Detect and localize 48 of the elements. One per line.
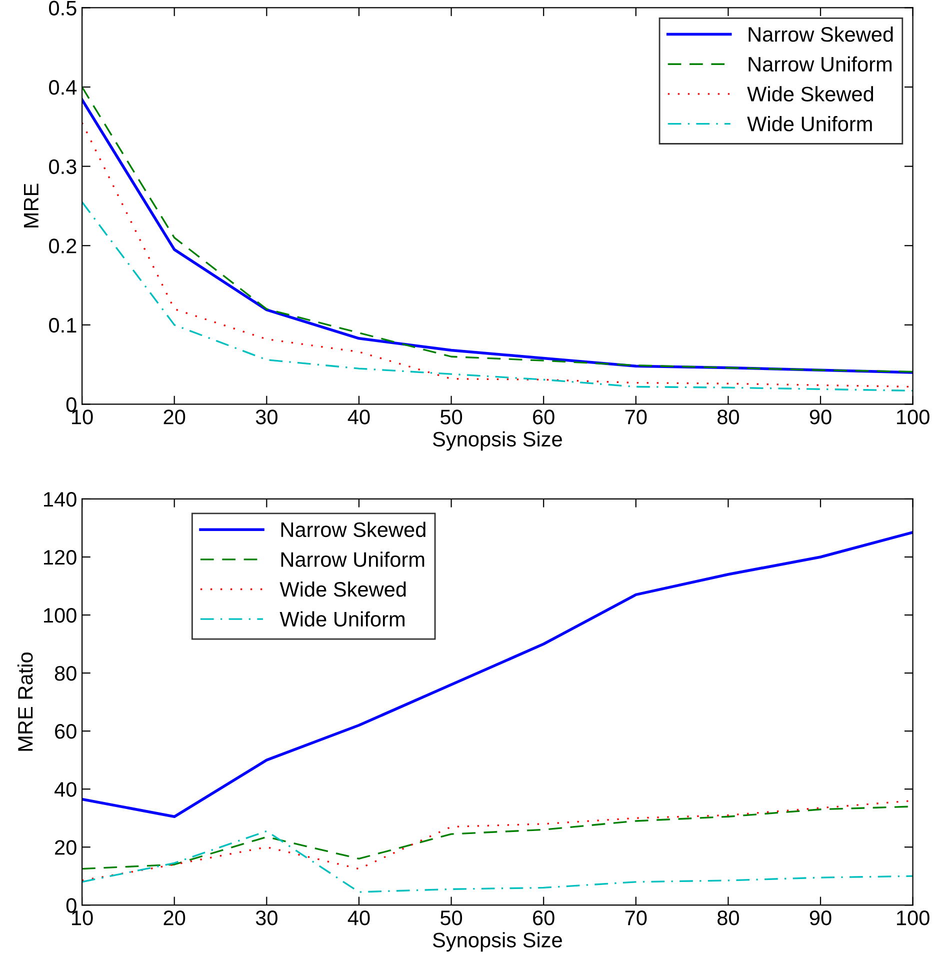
x-tick-label: 40 <box>348 910 370 926</box>
x-tick-label: 80 <box>718 910 739 926</box>
x-tick-label: 10 <box>72 410 93 424</box>
y-axis-title: MRE Ratio <box>17 652 33 751</box>
y-tick-label: 0.3 <box>49 159 76 174</box>
x-tick-label: 90 <box>810 910 832 926</box>
x-tick-label: 30 <box>256 910 278 926</box>
x-tick-label: 100 <box>897 410 930 424</box>
legend-label: Wide Skewed <box>747 86 874 102</box>
y-tick-label: 0 <box>66 397 76 412</box>
x-tick-label: 70 <box>625 910 647 926</box>
x-axis-title: Synopsis Size <box>432 932 562 952</box>
legend-label: Narrow Uniform <box>281 552 424 567</box>
y-tick-label: 0.5 <box>49 0 76 16</box>
x-tick-label: 60 <box>533 910 554 926</box>
x-axis-title: Synopsis Size <box>432 431 562 451</box>
x-tick-label: 20 <box>164 910 186 926</box>
y-tick-label: 80 <box>54 666 76 681</box>
x-tick-label: 100 <box>897 910 930 926</box>
x-tick-label: 30 <box>256 410 278 424</box>
y-tick-label: 0.2 <box>49 238 76 254</box>
y-tick-label: 0 <box>66 898 76 913</box>
x-tick-label: 90 <box>810 410 832 424</box>
x-tick-label: 20 <box>164 410 186 424</box>
y-tick-label: 0.4 <box>49 80 77 95</box>
x-tick-label: 50 <box>440 910 462 926</box>
legend-label: Wide Skewed <box>280 581 406 597</box>
x-tick-label: 10 <box>72 910 93 926</box>
legend-label: Narrow Skewed <box>748 26 893 42</box>
legend-label: Narrow Uniform <box>748 56 892 72</box>
x-tick-label: 60 <box>533 410 554 424</box>
x-tick-label: 70 <box>625 410 647 424</box>
y-tick-label: 0.1 <box>49 318 76 333</box>
y-tick-label: 40 <box>54 782 76 797</box>
x-tick-label: 50 <box>440 410 462 424</box>
line-series <box>82 201 913 392</box>
y-tick-label: 140 <box>44 492 76 507</box>
x-tick-label: 40 <box>348 410 370 424</box>
legend-label: Wide Uniform <box>280 611 404 627</box>
y-tick-label: 120 <box>44 550 76 565</box>
legend-label: Narrow Skewed <box>281 522 426 538</box>
line-series <box>82 830 913 893</box>
y-tick-label: 60 <box>55 724 76 739</box>
y-axis-title: MRE <box>24 184 38 228</box>
x-tick-label: 80 <box>718 410 739 424</box>
legend-label: Wide Uniform <box>747 116 872 132</box>
y-tick-label: 100 <box>44 608 76 623</box>
y-tick-label: 20 <box>55 840 76 855</box>
